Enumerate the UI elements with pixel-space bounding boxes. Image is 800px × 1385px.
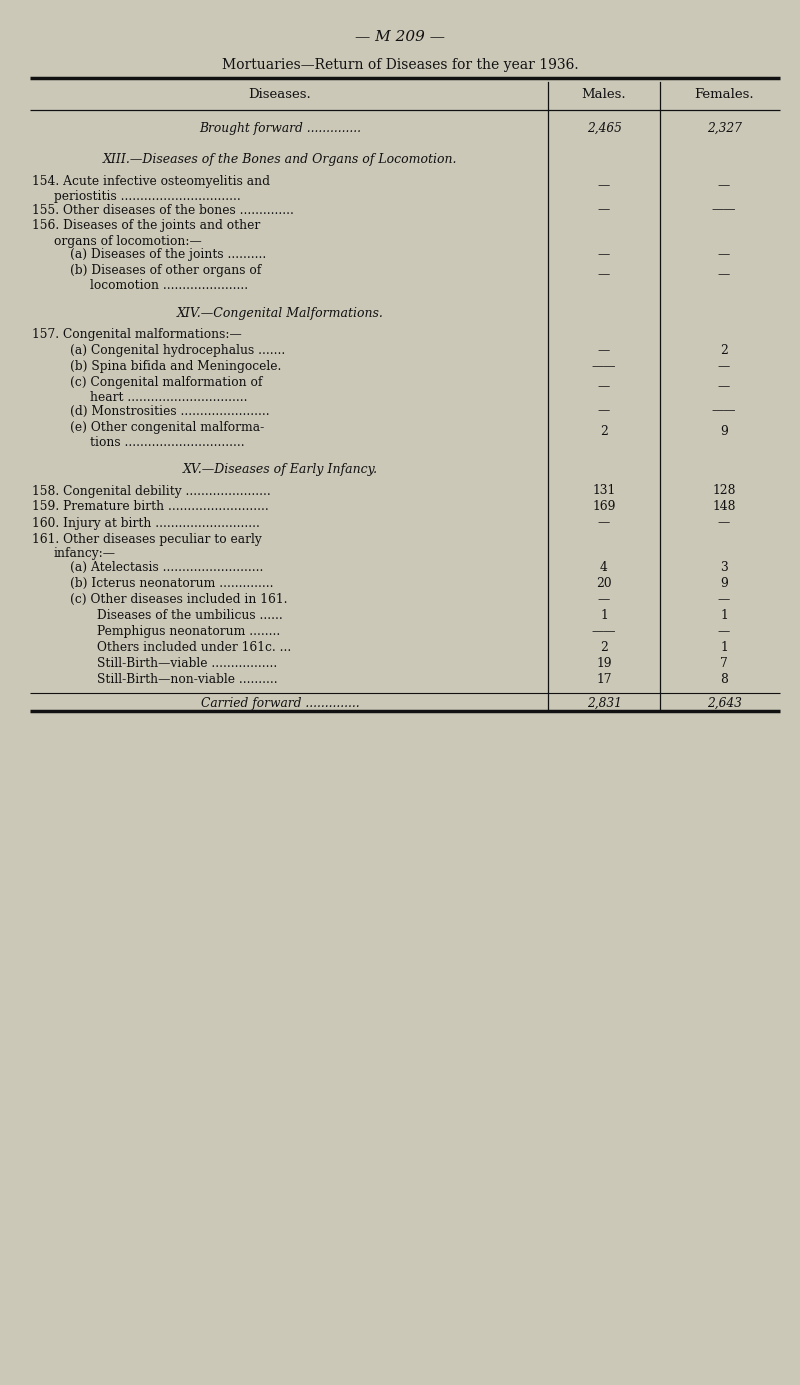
Text: 148: 148 (712, 500, 736, 514)
Text: — M 209 —: — M 209 — (355, 30, 445, 44)
Text: 159. Premature birth ..........................: 159. Premature birth ...................… (32, 500, 269, 514)
Text: —: — (718, 517, 730, 529)
Text: 9: 9 (720, 425, 728, 438)
Text: ——: —— (712, 404, 736, 417)
Text: 17: 17 (596, 673, 612, 686)
Text: XV.—Diseases of Early Infancy.: XV.—Diseases of Early Infancy. (182, 463, 378, 476)
Text: 158. Congenital debility ......................: 158. Congenital debility ...............… (32, 485, 270, 497)
Text: (b) Diseases of other organs of: (b) Diseases of other organs of (70, 265, 262, 277)
Text: 3: 3 (720, 561, 728, 573)
Text: —: — (598, 517, 610, 529)
Text: (c) Other diseases included in 161.: (c) Other diseases included in 161. (70, 593, 287, 607)
Text: 19: 19 (596, 656, 612, 670)
Text: infancy:—: infancy:— (54, 547, 116, 561)
Text: (e) Other congenital malforma-: (e) Other congenital malforma- (70, 421, 264, 434)
Text: —: — (598, 269, 610, 281)
Text: (a) Congenital hydrocephalus .......: (a) Congenital hydrocephalus ....... (70, 343, 286, 357)
Text: (b) Spina bifida and Meningocele.: (b) Spina bifida and Meningocele. (70, 360, 282, 373)
Text: —: — (598, 381, 610, 393)
Text: 2: 2 (600, 425, 608, 438)
Text: 1: 1 (720, 609, 728, 622)
Text: 1: 1 (600, 609, 608, 622)
Text: periostitis ...............................: periostitis ............................… (54, 190, 241, 204)
Text: Still-Birth—viable .................: Still-Birth—viable ................. (97, 656, 278, 670)
Text: Diseases of the umbilicus ......: Diseases of the umbilicus ...... (97, 609, 282, 622)
Text: (b) Icterus neonatorum ..............: (b) Icterus neonatorum .............. (70, 578, 274, 590)
Text: 161. Other diseases peculiar to early: 161. Other diseases peculiar to early (32, 532, 262, 546)
Text: (a) Atelectasis ..........................: (a) Atelectasis ........................… (70, 561, 263, 573)
Text: Males.: Males. (582, 89, 626, 101)
Text: locomotion ......................: locomotion ...................... (90, 278, 248, 292)
Text: XIV.—Congenital Malformations.: XIV.—Congenital Malformations. (177, 306, 383, 320)
Text: —: — (598, 593, 610, 607)
Text: 131: 131 (592, 485, 616, 497)
Text: —: — (718, 180, 730, 193)
Text: —: — (598, 343, 610, 357)
Text: heart ...............................: heart ............................... (90, 391, 247, 404)
Text: Still-Birth—non-viable ..........: Still-Birth—non-viable .......... (97, 673, 278, 686)
Text: 160. Injury at birth ...........................: 160. Injury at birth ...................… (32, 517, 260, 529)
Text: 9: 9 (720, 578, 728, 590)
Text: —: — (598, 204, 610, 216)
Text: XIII.—Diseases of the Bones and Organs of Locomotion.: XIII.—Diseases of the Bones and Organs o… (102, 154, 458, 166)
Text: 7: 7 (720, 656, 728, 670)
Text: 157. Congenital malformations:—: 157. Congenital malformations:— (32, 328, 242, 341)
Text: 2,831: 2,831 (586, 697, 622, 711)
Text: —: — (718, 360, 730, 373)
Text: (a) Diseases of the joints ..........: (a) Diseases of the joints .......... (70, 248, 266, 260)
Text: 20: 20 (596, 578, 612, 590)
Text: (d) Monstrosities .......................: (d) Monstrosities ......................… (70, 404, 270, 417)
Text: Brought forward ..............: Brought forward .............. (199, 122, 361, 134)
Text: (c) Congenital malformation of: (c) Congenital malformation of (70, 375, 262, 389)
Text: ——: —— (712, 204, 736, 216)
Text: —: — (718, 593, 730, 607)
Text: 169: 169 (592, 500, 616, 514)
Text: 2,643: 2,643 (706, 697, 742, 711)
Text: 1: 1 (720, 641, 728, 654)
Text: Mortuaries—Return of Diseases for the year 1936.: Mortuaries—Return of Diseases for the ye… (222, 58, 578, 72)
Text: 128: 128 (712, 485, 736, 497)
Text: —: — (718, 381, 730, 393)
Text: organs of locomotion:—: organs of locomotion:— (54, 234, 202, 248)
Text: —: — (598, 180, 610, 193)
Text: —: — (718, 625, 730, 638)
Text: —: — (718, 269, 730, 281)
Text: 156. Diseases of the joints and other: 156. Diseases of the joints and other (32, 219, 260, 233)
Text: 154. Acute infective osteomyelitis and: 154. Acute infective osteomyelitis and (32, 175, 270, 188)
Text: Others included under 161c. ...: Others included under 161c. ... (97, 641, 291, 654)
Text: ——: —— (592, 360, 616, 373)
Text: 2,465: 2,465 (586, 122, 622, 134)
Text: 8: 8 (720, 673, 728, 686)
Text: —: — (598, 248, 610, 260)
Text: 2,327: 2,327 (706, 122, 742, 134)
Text: Pemphigus neonatorum ........: Pemphigus neonatorum ........ (97, 625, 280, 638)
Text: 2: 2 (720, 343, 728, 357)
Text: tions ...............................: tions ............................... (90, 435, 245, 449)
Text: Diseases.: Diseases. (249, 89, 311, 101)
Text: —: — (598, 404, 610, 417)
Text: Carried forward ..............: Carried forward .............. (201, 697, 359, 711)
Text: 155. Other diseases of the bones ..............: 155. Other diseases of the bones .......… (32, 204, 294, 216)
Text: Females.: Females. (694, 89, 754, 101)
Text: —: — (718, 248, 730, 260)
Text: 4: 4 (600, 561, 608, 573)
Text: ——: —— (592, 625, 616, 638)
Text: 2: 2 (600, 641, 608, 654)
